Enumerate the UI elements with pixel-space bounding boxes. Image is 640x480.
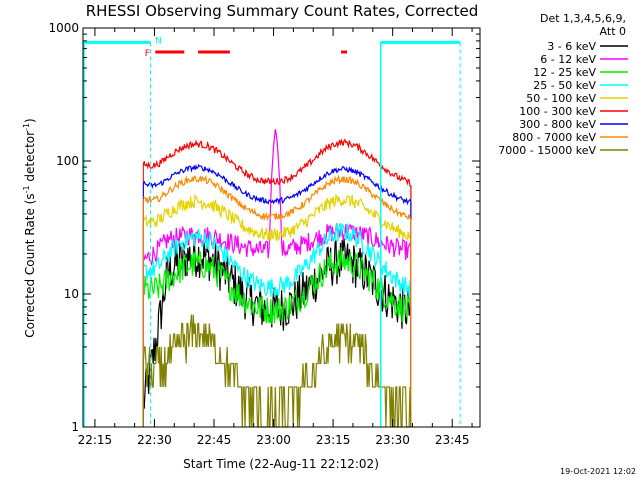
y-tick-label: 10 bbox=[64, 287, 79, 301]
series-line-3 bbox=[142, 222, 412, 427]
legend-header-1: Det 1,3,4,5,6,9, bbox=[540, 12, 626, 25]
y-tick-label: 1 bbox=[71, 420, 79, 434]
x-tick-label: 23:00 bbox=[256, 433, 291, 447]
series-line-8 bbox=[142, 314, 412, 428]
legend-label: 7000 - 15000 keV bbox=[498, 144, 596, 157]
y-axis: 1 10 100 1000 bbox=[48, 21, 480, 434]
y-tick-label: 1000 bbox=[48, 21, 79, 35]
plot-series-group bbox=[142, 129, 412, 428]
series-line-2 bbox=[142, 247, 412, 427]
legend-label: 3 - 6 keV bbox=[547, 40, 596, 53]
flags-group: FN bbox=[83, 36, 461, 427]
legend-label: 300 - 800 keV bbox=[519, 118, 596, 131]
x-tick-label: 23:15 bbox=[316, 433, 351, 447]
legend-label: 12 - 25 keV bbox=[533, 66, 596, 79]
x-axis-label: Start Time (22-Aug-11 22:12:02) bbox=[183, 457, 379, 471]
x-tick-label: 22:30 bbox=[137, 433, 172, 447]
legend-header-2: Att 0 bbox=[600, 25, 626, 38]
flare-flag-label: F bbox=[145, 49, 150, 59]
series-line-4 bbox=[142, 194, 412, 427]
x-tick-label: 22:15 bbox=[78, 433, 113, 447]
x-tick-label: 23:45 bbox=[435, 433, 470, 447]
x-axis: 22:15 22:30 22:45 23:00 23:15 23:30 23:45 bbox=[78, 28, 473, 447]
series-line-1 bbox=[142, 129, 412, 427]
legend-label: 25 - 50 keV bbox=[533, 79, 596, 92]
plot-frame bbox=[82, 27, 481, 428]
chart-title: RHESSI Observing Summary Count Rates, Co… bbox=[86, 2, 479, 20]
y-tick-label: 100 bbox=[56, 154, 79, 168]
legend-label: 50 - 100 keV bbox=[526, 92, 596, 105]
legend-label: 800 - 7000 keV bbox=[512, 131, 596, 144]
legend-label: 6 - 12 keV bbox=[540, 53, 596, 66]
series-line-7 bbox=[143, 174, 412, 427]
night-flag-label: N bbox=[155, 36, 162, 46]
series-line-5 bbox=[142, 138, 412, 427]
legend-label: 100 - 300 keV bbox=[519, 105, 596, 118]
x-tick-label: 22:45 bbox=[197, 433, 232, 447]
series-line-6 bbox=[142, 163, 412, 427]
timestamp: 19-Oct-2021 12:02 bbox=[560, 467, 636, 476]
x-tick-label: 23:30 bbox=[375, 433, 410, 447]
y-axis-label: Corrected Count Rate (s-1 detector-1) bbox=[22, 118, 37, 337]
